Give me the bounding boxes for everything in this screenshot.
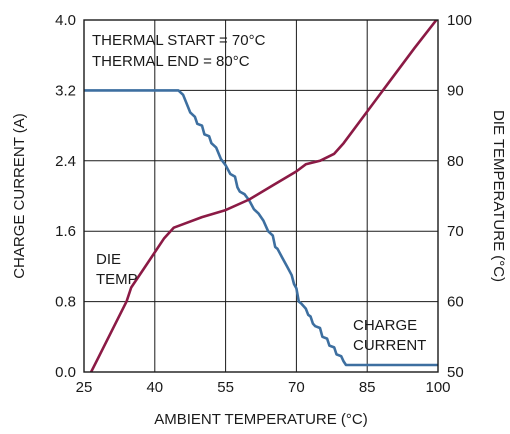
y-left-tick-label: 4.0	[55, 12, 76, 29]
y-right-tick-label: 70	[447, 223, 464, 240]
thermal-start-annotation: THERMAL START = 70°C	[92, 32, 266, 49]
die-temp-line	[89, 20, 438, 372]
thermal-end-annotation: THERMAL END = 80°C	[92, 53, 250, 70]
plot-frame	[83, 19, 439, 373]
x-tick-label: 70	[288, 379, 305, 396]
die-temp-label-line2: TEMP	[96, 271, 138, 288]
x-tick-label: 25	[76, 379, 93, 396]
x-tick-label: 85	[359, 379, 376, 396]
series-layer	[84, 20, 438, 372]
grid	[84, 20, 438, 372]
y-left-tick-label: 2.4	[55, 153, 76, 170]
y-left-tick-label: 0.8	[55, 294, 76, 311]
y-right-tick-label: 80	[447, 153, 464, 170]
charge-current-line	[84, 89, 438, 367]
y-axis-left-title: CHARGE CURRENT (A)	[11, 113, 28, 279]
y-right-tick-label: 60	[447, 294, 464, 311]
x-tick-label: 55	[217, 379, 234, 396]
y-left-tick-label: 1.6	[55, 223, 76, 240]
y-left-tick-label: 3.2	[55, 82, 76, 99]
charge-current-label-line1: CHARGE	[353, 317, 417, 334]
x-axis-title: AMBIENT TEMPERATURE (°C)	[154, 411, 368, 428]
x-tick-label: 40	[146, 379, 163, 396]
ticks: 25 40 55 70 85 100 0.0 0.8 1.6 2.4 3.2 4.0 50 60 70 80 9…	[55, 12, 472, 396]
y-axis-right-title: DIE TEMPERATURE (°C)	[490, 110, 507, 282]
charge-current-label-line2: CURRENT	[353, 337, 426, 354]
x-tick-label: 100	[425, 379, 450, 396]
y-right-tick-label: 100	[447, 12, 472, 29]
y-left-tick-label: 0.0	[55, 364, 76, 381]
y-right-tick-label: 90	[447, 82, 464, 99]
die-temp-label-line1: DIE	[96, 251, 121, 268]
y-right-tick-label: 50	[447, 364, 464, 381]
